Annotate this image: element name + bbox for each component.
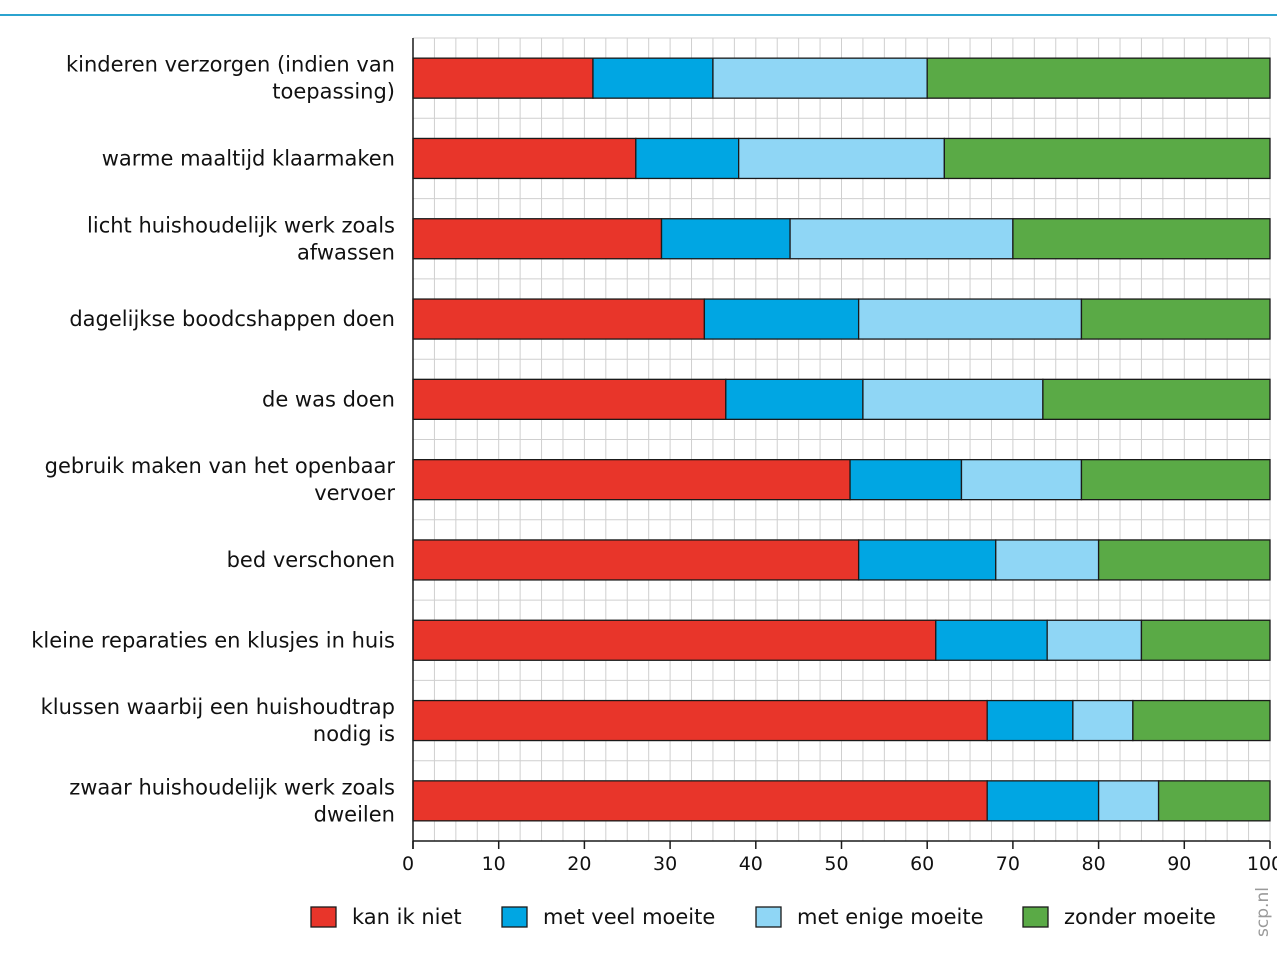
bar-segment [960,458,1083,501]
category-label: kleine reparaties en klusjes in huis [31,628,395,652]
x-tick-label: 0 [402,853,414,875]
bar-segment [660,218,791,260]
category-label: nodig is [313,722,395,746]
bar-segment [1012,218,1271,260]
category-label: warme maaltijd klaarmaken [102,146,395,170]
legend-label: met veel moeite [543,905,715,929]
bar-segment [412,539,860,581]
bar-segment [412,780,988,822]
category-label: vervoer [314,481,395,505]
category-label: kinderen verzorgen (indien van [66,53,395,77]
bar-segment [725,378,864,421]
x-tick-label: 90 [1167,853,1191,875]
bar-segment [1097,539,1271,581]
category-label: gebruik maken van het openbaar [45,454,396,478]
legend-label: zonder moeite [1064,905,1216,929]
category-label: zwaar huishoudelijk werk zoals [69,775,395,799]
category-label: de was doen [262,387,395,411]
bar-segment [1080,458,1271,501]
bars [412,57,1271,822]
x-tick-label: 100 [1247,853,1277,875]
bar-segment [592,57,714,99]
bar-segment [1097,780,1160,822]
top-rule [0,14,1277,16]
bar-segment [1080,298,1271,340]
legend-swatch [501,906,528,928]
bar-segment [935,619,1048,661]
x-tick-labels: 0 10 20 30 40 50 60 70 80 90 100 [402,853,1277,875]
bar-segment [857,298,1083,340]
bar-segment [849,458,963,501]
category-label: dagelijkse boodcshappen doen [69,307,395,331]
bar-segment [712,57,928,99]
bar-segment [943,137,1271,180]
bar-segment [995,539,1100,581]
x-tick-label: 80 [1082,853,1106,875]
legend-swatch [755,906,782,928]
category-label: licht huishoudelijk werk zoals [87,213,395,237]
bar-segment [412,218,663,260]
bar-segment [986,699,1074,742]
x-tick-label: 60 [910,853,934,875]
axes [412,38,1271,849]
category-label: afwassen [297,240,395,264]
bar-segment [926,57,1271,99]
bar-segment [412,378,727,421]
legend: kan ik niet met veel moeite met enige moei… [310,905,1216,929]
x-tick-label: 10 [482,853,506,875]
bar-segment [1140,619,1271,661]
bar-segment [789,218,1014,260]
x-tick-label: 50 [824,853,848,875]
x-tick-label: 70 [996,853,1020,875]
category-label: toepassing) [272,80,395,104]
bar-segment [1046,619,1143,661]
bar-segment [1072,699,1134,742]
legend-label: kan ik niet [352,905,462,929]
bar-segment [986,780,1100,822]
category-label: bed verschonen [227,548,395,572]
legend-swatch [310,906,337,928]
bar-segment [412,458,851,501]
x-tick-label: 20 [567,853,591,875]
bar-segment [412,57,594,99]
bar-segment [1132,699,1271,742]
category-label: dweilen [314,802,395,826]
bar-segment [412,619,937,661]
category-labels: kinderen verzorgen (indien van toepassing… [31,53,395,827]
x-tick-label: 30 [653,853,677,875]
x-tick-label: 40 [739,853,763,875]
bar-segment [738,137,945,180]
bar-segment [1157,780,1271,822]
category-label: klussen waarbij een huishoudtrap [41,695,395,719]
bar-segment [635,137,740,180]
bar-segment [1042,378,1271,421]
legend-label: met enige moeite [797,905,984,929]
bar-segment [857,539,997,581]
bar-segment [412,298,706,340]
bar-segment [412,699,988,742]
watermark: scp.nl [1253,887,1273,937]
legend-swatch [1022,906,1049,928]
bar-segment [862,378,1044,421]
bar-segment [412,137,637,180]
bar-segment [703,298,860,340]
